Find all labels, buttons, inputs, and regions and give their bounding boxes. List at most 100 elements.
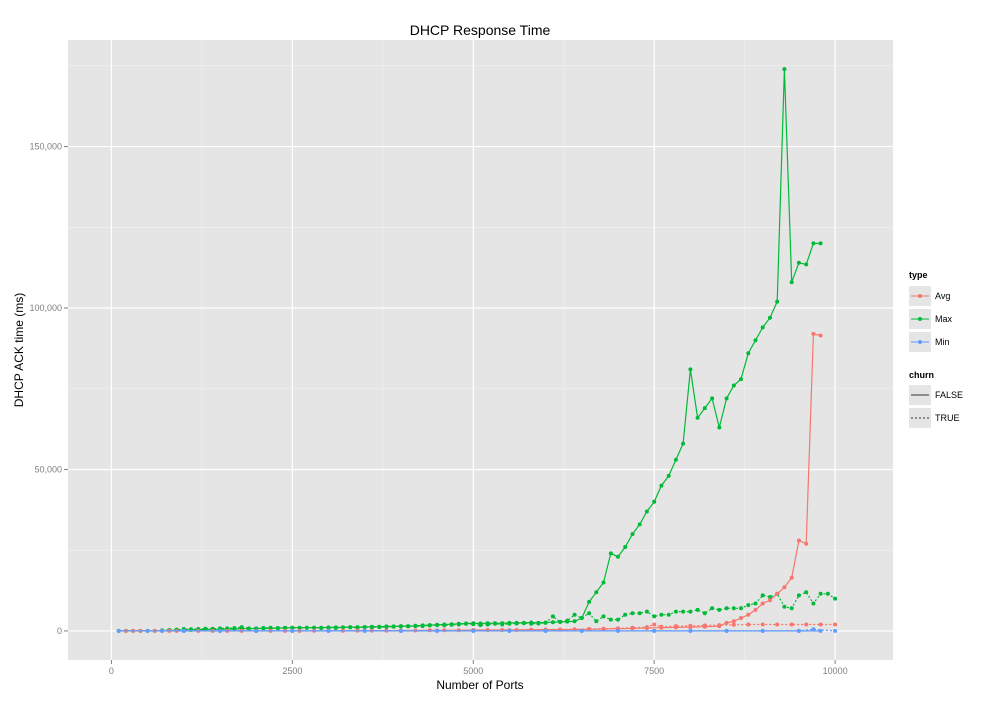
data-point	[594, 590, 599, 595]
data-point	[739, 377, 743, 382]
data-point	[616, 617, 620, 622]
data-point	[782, 67, 787, 72]
data-point	[637, 522, 642, 527]
data-point	[717, 607, 722, 612]
data-point	[789, 280, 794, 285]
data-point	[587, 599, 592, 604]
data-point	[724, 628, 729, 633]
data-point	[768, 598, 772, 603]
data-point	[304, 625, 309, 630]
data-point	[731, 383, 736, 388]
data-point	[760, 622, 765, 627]
data-point	[572, 627, 577, 632]
legend-label-true: TRUE	[935, 413, 960, 423]
data-point	[753, 338, 758, 343]
data-point	[181, 628, 186, 633]
data-point	[471, 622, 476, 627]
data-point	[572, 612, 577, 617]
plot-panel	[68, 40, 893, 660]
data-point	[558, 619, 563, 624]
data-point	[811, 601, 816, 606]
data-point	[355, 625, 360, 630]
data-point	[630, 611, 635, 616]
data-point	[760, 601, 765, 606]
data-point	[796, 628, 801, 633]
data-point	[659, 483, 664, 488]
data-point	[442, 623, 447, 628]
data-point	[796, 260, 801, 265]
data-point	[782, 585, 787, 590]
data-point	[811, 331, 816, 336]
data-point	[160, 628, 165, 633]
data-point	[652, 628, 657, 633]
y-tick-label: 50,000	[34, 464, 62, 474]
data-point	[326, 625, 331, 630]
series-max-true	[160, 590, 838, 633]
data-point	[666, 473, 671, 478]
data-point	[746, 622, 751, 627]
data-point	[833, 596, 838, 601]
legend-item-avg: Avg	[909, 286, 950, 306]
data-point	[572, 619, 577, 624]
data-point	[630, 532, 635, 537]
data-point	[471, 628, 476, 633]
data-point	[739, 606, 743, 611]
data-point	[543, 628, 548, 633]
data-point	[717, 425, 722, 430]
legend-label-min: Min	[935, 337, 950, 347]
data-point	[746, 612, 751, 617]
data-point	[739, 616, 743, 620]
data-point	[514, 621, 519, 626]
data-point	[688, 628, 693, 633]
data-point	[789, 575, 794, 580]
legend: type Avg Max Min churn FALSE	[909, 270, 963, 428]
data-point	[420, 624, 425, 629]
series-line	[162, 628, 836, 632]
data-point	[775, 299, 780, 304]
data-point	[688, 367, 693, 372]
data-point	[348, 625, 353, 630]
data-point	[644, 509, 649, 514]
data-point	[666, 612, 671, 617]
data-point	[398, 628, 403, 633]
data-point	[833, 628, 838, 633]
data-point	[681, 441, 686, 446]
data-point	[362, 628, 367, 633]
series-layer	[116, 67, 838, 633]
data-point	[493, 621, 497, 626]
data-point	[652, 499, 657, 504]
y-axis: 0 50,000 100,000 150,000	[29, 142, 68, 636]
data-point	[796, 538, 801, 543]
data-point	[319, 626, 324, 630]
data-point	[326, 628, 331, 633]
data-point	[782, 604, 787, 609]
data-point	[702, 623, 707, 628]
data-point	[485, 622, 490, 627]
data-point	[753, 601, 758, 606]
data-point	[825, 591, 830, 596]
data-point	[695, 607, 700, 612]
data-point	[189, 627, 193, 632]
data-point	[623, 612, 628, 617]
data-point	[652, 614, 657, 619]
x-axis-title: Number of Ports	[436, 678, 523, 692]
data-point	[268, 625, 273, 630]
data-point	[760, 325, 765, 330]
y-tick-label: 100,000	[29, 303, 62, 313]
data-point	[717, 623, 722, 628]
data-point	[789, 606, 794, 611]
data-point	[811, 241, 816, 246]
data-point	[804, 622, 809, 627]
data-point	[391, 624, 396, 629]
data-point	[768, 315, 772, 320]
data-point	[579, 616, 584, 620]
data-point	[775, 591, 780, 596]
legend-title-churn: churn	[909, 370, 934, 380]
legend-label-avg: Avg	[935, 291, 950, 301]
data-point	[731, 606, 736, 611]
data-point	[601, 614, 606, 619]
data-point	[550, 620, 555, 625]
data-point	[449, 622, 454, 627]
data-point	[427, 623, 432, 628]
data-point	[341, 625, 345, 630]
